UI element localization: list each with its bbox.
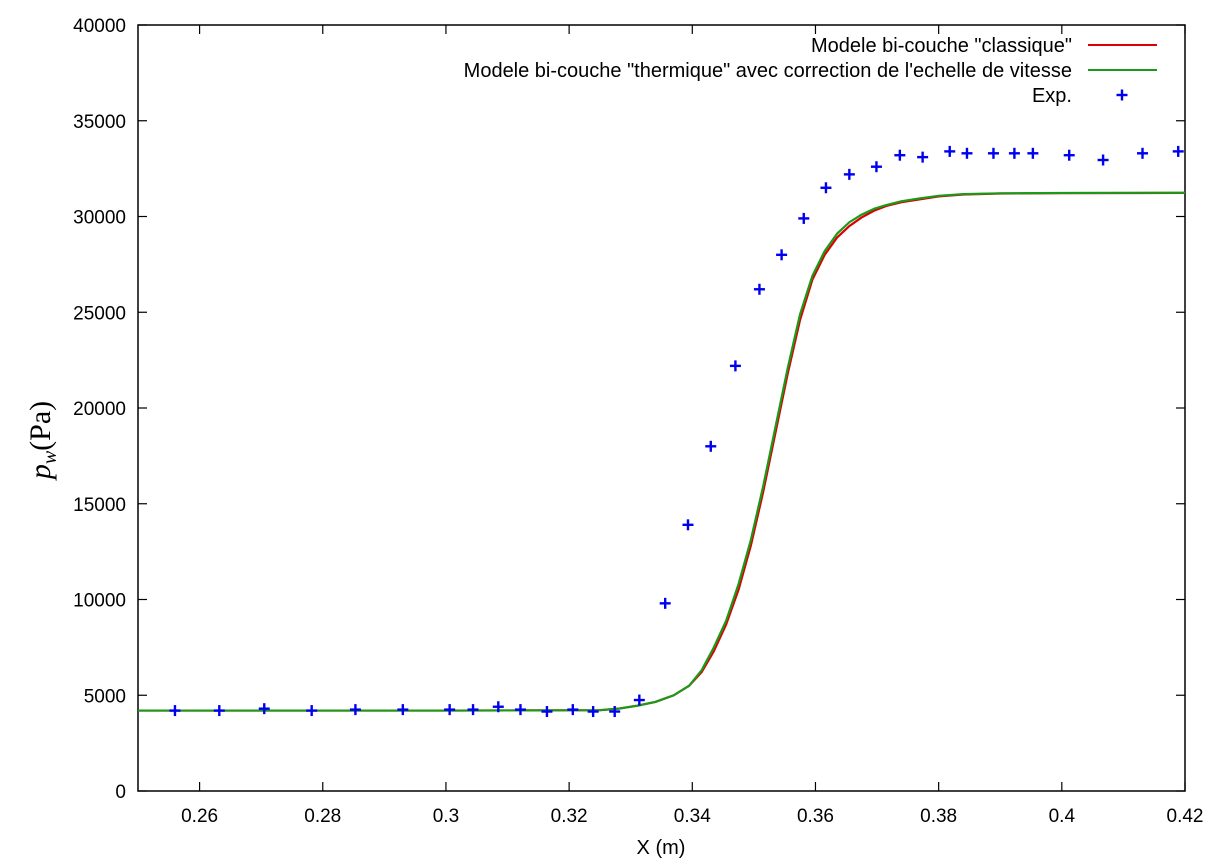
data-point xyxy=(467,704,479,716)
y-axis-label-sub: w xyxy=(39,450,61,464)
x-tick-label: 0.42 xyxy=(1167,806,1204,827)
plot-frame xyxy=(137,24,1186,792)
data-point xyxy=(843,168,855,180)
data-point xyxy=(514,704,526,716)
legend-label-thermique: Modele bi-couche "thermique" avec correc… xyxy=(464,60,1072,82)
y-tick-label: 30000 xyxy=(73,208,126,229)
data-point xyxy=(306,705,318,717)
series-line-0 xyxy=(138,191,1186,712)
data-point xyxy=(349,704,361,716)
x-tick-label: 0.36 xyxy=(797,806,834,827)
x-tick-label: 0.28 xyxy=(304,806,341,827)
data-point xyxy=(729,360,741,372)
y-tick-label: 35000 xyxy=(73,112,126,133)
y-tick-label: 25000 xyxy=(73,303,126,324)
y-axis-label-main: p xyxy=(24,464,57,481)
y-tick-label: 10000 xyxy=(73,591,126,612)
x-axis-label: X (m) xyxy=(637,837,686,859)
y-tick-label: 40000 xyxy=(73,16,126,37)
data-point xyxy=(917,151,929,163)
data-point xyxy=(492,701,504,713)
data-point xyxy=(798,212,810,224)
data-point xyxy=(944,145,956,157)
data-point xyxy=(541,706,553,718)
data-point xyxy=(961,147,973,159)
data-point xyxy=(397,704,409,716)
x-tick-label: 0.26 xyxy=(181,806,218,827)
y-tick-label: 5000 xyxy=(84,686,126,707)
series-lines xyxy=(138,191,1186,712)
x-tick-label: 0.34 xyxy=(674,806,711,827)
x-tick-label: 0.38 xyxy=(920,806,957,827)
data-point xyxy=(753,283,765,295)
legend: Modele bi-couche "classique" Modele bi-c… xyxy=(464,35,1157,107)
legend-swatch-exp xyxy=(1116,89,1128,101)
data-point xyxy=(1008,147,1020,159)
data-point xyxy=(587,706,599,718)
y-axis-label: pw(Pa) xyxy=(24,401,61,481)
legend-label-exp: Exp. xyxy=(1032,85,1072,107)
data-point xyxy=(1137,147,1149,159)
data-point xyxy=(444,704,456,716)
data-point xyxy=(820,182,832,194)
y-tick-label: 20000 xyxy=(73,399,126,420)
data-point xyxy=(1027,147,1039,159)
data-point xyxy=(870,161,882,173)
data-point xyxy=(682,519,694,531)
series-line-1 xyxy=(138,191,1186,712)
data-point xyxy=(1097,154,1109,166)
data-point xyxy=(1063,149,1075,161)
y-tick-labels: 0 5000 10000 15000 20000 25000 30000 35000 40000 xyxy=(73,16,126,803)
axis-ticks xyxy=(138,24,1186,792)
data-point xyxy=(169,705,181,717)
data-point xyxy=(567,704,579,716)
data-point xyxy=(213,705,225,717)
x-tick-label: 0.32 xyxy=(551,806,588,827)
legend-label-classique: Modele bi-couche "classique" xyxy=(811,35,1072,57)
x-tick-label: 0.3 xyxy=(433,806,459,827)
y-tick-label: 15000 xyxy=(73,495,126,516)
data-point xyxy=(1172,145,1184,157)
y-tick-label: 0 xyxy=(115,782,126,803)
data-point xyxy=(987,147,999,159)
data-point xyxy=(258,703,270,715)
data-point xyxy=(659,597,671,609)
data-point xyxy=(705,440,717,452)
x-tick-label: 0.4 xyxy=(1049,806,1076,827)
y-axis-label-unit: (Pa) xyxy=(24,401,57,451)
series-points xyxy=(169,145,1184,718)
data-point xyxy=(609,706,621,718)
data-point xyxy=(894,149,906,161)
data-point xyxy=(633,694,645,706)
x-tick-labels: 0.26 0.28 0.3 0.32 0.34 0.36 0.38 0.4 0.42 xyxy=(181,806,1203,827)
data-point xyxy=(776,249,788,261)
